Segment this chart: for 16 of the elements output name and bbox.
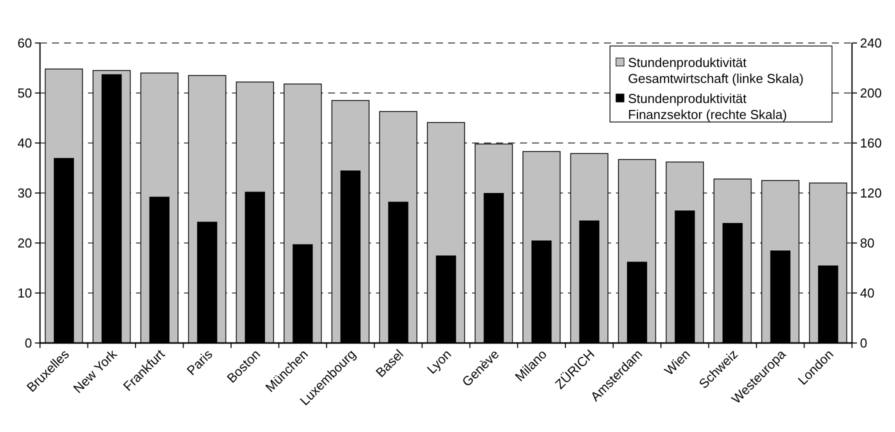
y2-tick-label: 0: [860, 336, 868, 351]
y-tick-label: 30: [18, 186, 32, 201]
y2-tick-label: 80: [860, 236, 874, 251]
legend-label: Stundenproduktivität Gesamtwirtschaft (linke Skala): [628, 55, 804, 86]
y-tick-label: 20: [18, 236, 32, 251]
y-tick-label: 10: [18, 286, 32, 301]
y-tick-label: 40: [18, 136, 32, 151]
y2-tick-label: 240: [860, 36, 882, 51]
y-tick-label: 50: [18, 86, 32, 101]
y2-tick-label: 120: [860, 186, 882, 201]
y2-tick-label: 200: [860, 86, 882, 101]
y-tick-label: 0: [24, 336, 32, 351]
legend-label: Stundenproduktivität Finanzsektor (rechte Skala): [628, 91, 787, 122]
y2-tick-label: 40: [860, 286, 874, 301]
y2-tick-label: 160: [860, 136, 882, 151]
y-tick-label: 60: [18, 36, 32, 51]
